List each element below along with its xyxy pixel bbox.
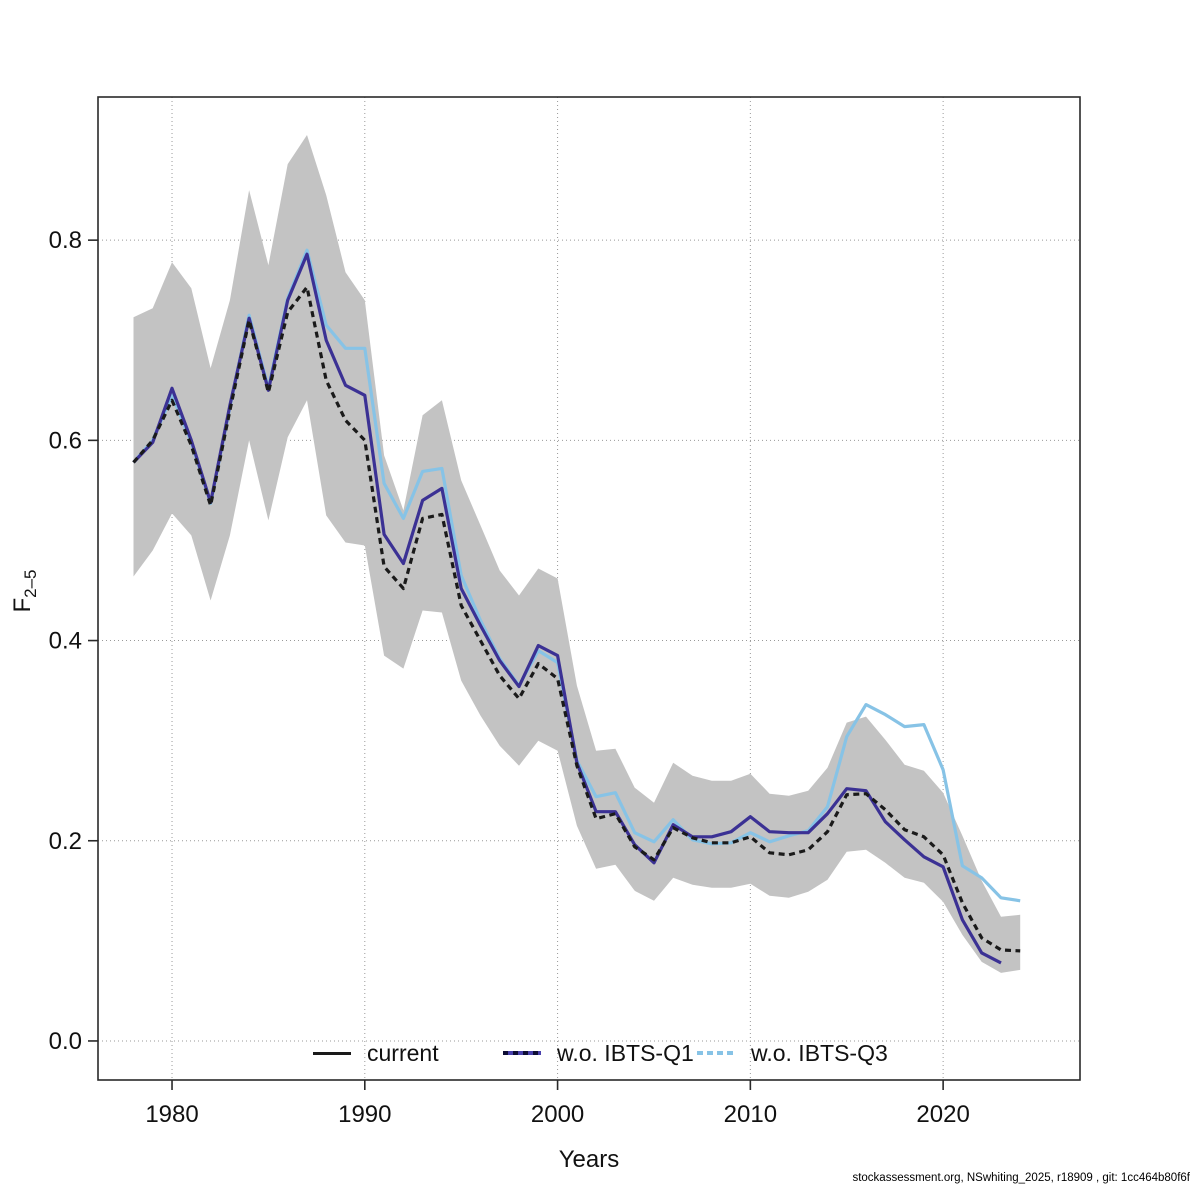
series-line-w-o-ibts-q1 — [132, 252, 1002, 965]
legend-key-wo-ibts-q3-line — [697, 1051, 735, 1055]
y-tick-label: 0.2 — [49, 828, 82, 855]
x-tick-label: 2010 — [724, 1101, 777, 1128]
legend-item-wo-ibts-q3: w.o. IBTS-Q3 — [697, 1039, 888, 1066]
legend-key-wo-ibts-q1-line — [503, 1051, 541, 1055]
legend-key-current-line — [313, 1051, 351, 1055]
y-axis-label: F2–5 — [9, 569, 40, 613]
x-tick-label: 2000 — [531, 1101, 584, 1128]
legend-label-wo-ibts-q1: w.o. IBTS-Q1 — [557, 1039, 694, 1066]
x-tick-label: 1990 — [338, 1101, 391, 1128]
legend-item-current: current — [313, 1039, 439, 1066]
x-tick-label: 1980 — [145, 1101, 198, 1128]
y-tick-label: 0.4 — [49, 628, 82, 655]
y-tick-label: 0.0 — [49, 1028, 82, 1055]
legend-label-current: current — [367, 1039, 439, 1066]
plot-border — [97, 96, 1081, 1081]
y-tick-label: 0.8 — [49, 227, 82, 254]
y-tick-label: 0.6 — [49, 427, 82, 454]
series-line-current — [132, 285, 1021, 953]
confidence-band — [133, 135, 1021, 973]
footer-citation: stockassessment.org, NSwhiting_2025, r18… — [852, 1172, 1190, 1184]
legend-label-wo-ibts-q3: w.o. IBTS-Q3 — [751, 1039, 888, 1066]
legend-item-wo-ibts-q1: w.o. IBTS-Q1 — [503, 1039, 694, 1066]
x-tick-label: 2020 — [916, 1101, 969, 1128]
x-axis-label: Years — [558, 1146, 620, 1173]
